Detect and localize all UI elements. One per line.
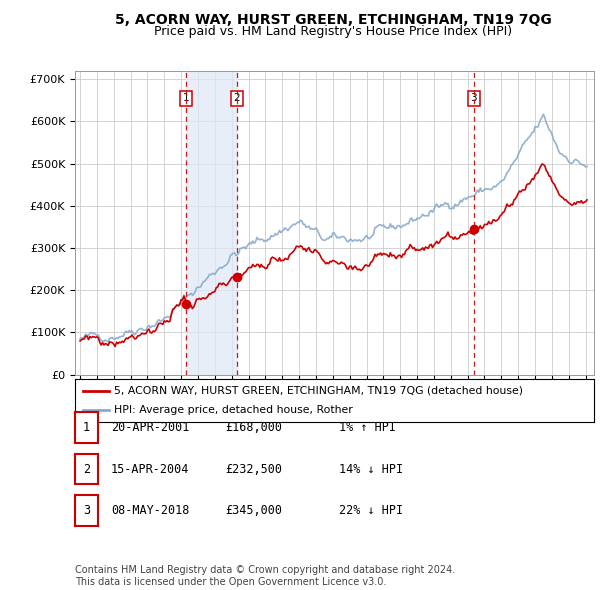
Text: 14% ↓ HPI: 14% ↓ HPI	[339, 463, 403, 476]
Text: HPI: Average price, detached house, Rother: HPI: Average price, detached house, Roth…	[114, 405, 353, 415]
Text: £345,000: £345,000	[225, 504, 282, 517]
Text: 3: 3	[470, 93, 477, 103]
Text: 08-MAY-2018: 08-MAY-2018	[111, 504, 190, 517]
Text: 3: 3	[83, 504, 90, 517]
Text: 1: 1	[183, 93, 190, 103]
Text: 2: 2	[233, 93, 240, 103]
Text: Price paid vs. HM Land Registry's House Price Index (HPI): Price paid vs. HM Land Registry's House …	[154, 25, 512, 38]
Text: 5, ACORN WAY, HURST GREEN, ETCHINGHAM, TN19 7QG: 5, ACORN WAY, HURST GREEN, ETCHINGHAM, T…	[115, 13, 551, 27]
Text: 1% ↑ HPI: 1% ↑ HPI	[339, 421, 396, 434]
Text: 20-APR-2001: 20-APR-2001	[111, 421, 190, 434]
Text: 2: 2	[83, 463, 90, 476]
Text: £168,000: £168,000	[225, 421, 282, 434]
Text: 1: 1	[83, 421, 90, 434]
Text: £232,500: £232,500	[225, 463, 282, 476]
Text: Contains HM Land Registry data © Crown copyright and database right 2024.
This d: Contains HM Land Registry data © Crown c…	[75, 565, 455, 587]
Text: 22% ↓ HPI: 22% ↓ HPI	[339, 504, 403, 517]
Text: 5, ACORN WAY, HURST GREEN, ETCHINGHAM, TN19 7QG (detached house): 5, ACORN WAY, HURST GREEN, ETCHINGHAM, T…	[114, 386, 523, 396]
Bar	[186, 71, 236, 375]
Text: 15-APR-2004: 15-APR-2004	[111, 463, 190, 476]
